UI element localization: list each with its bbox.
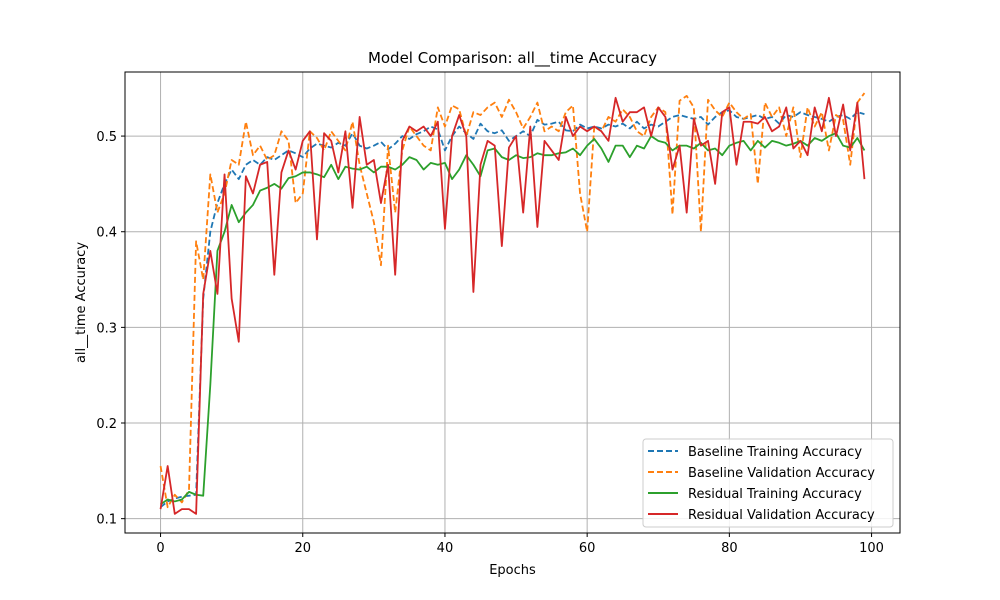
legend: Baseline Training Accuracy Baseline Valid…	[642, 438, 894, 528]
chart-title: Model Comparison: all__time Accuracy	[368, 49, 657, 68]
x-tick-label: 40	[437, 541, 454, 556]
y-axis-label: all__time Accuracy	[74, 242, 89, 363]
series-layer	[159, 92, 866, 515]
y-tick-label: 0.5	[96, 130, 117, 145]
series-line-4	[159, 96, 866, 515]
legend-box	[642, 438, 894, 528]
x-tick-label: 0	[156, 541, 164, 556]
x-tick-label: 100	[859, 541, 884, 556]
x-tick-label: 60	[579, 541, 596, 556]
plot-frame	[124, 71, 901, 534]
y-tick-label: 0.1	[96, 513, 117, 528]
y-tick-label: 0.2	[96, 417, 117, 432]
series-line-3	[160, 132, 866, 506]
series-line-1	[159, 109, 865, 508]
series-line-2	[159, 92, 866, 509]
legend-label: Baseline Validation Accuracy	[688, 466, 875, 481]
y-tick-label: 0.3	[96, 321, 117, 336]
x-tick-label: 20	[294, 541, 311, 556]
y-tick-label: 0.4	[96, 226, 117, 241]
x-tick-label: 80	[721, 541, 738, 556]
legend-label: Residual Training Accuracy	[688, 487, 862, 502]
x-axis-label: Epochs	[489, 563, 536, 578]
legend-label: Baseline Training Accuracy	[688, 445, 862, 460]
ticks: 0 20 40 60 80 100 0.1 0.2 0.3 0.4 0.5	[96, 130, 884, 556]
legend-label: Residual Validation Accuracy	[688, 508, 875, 523]
